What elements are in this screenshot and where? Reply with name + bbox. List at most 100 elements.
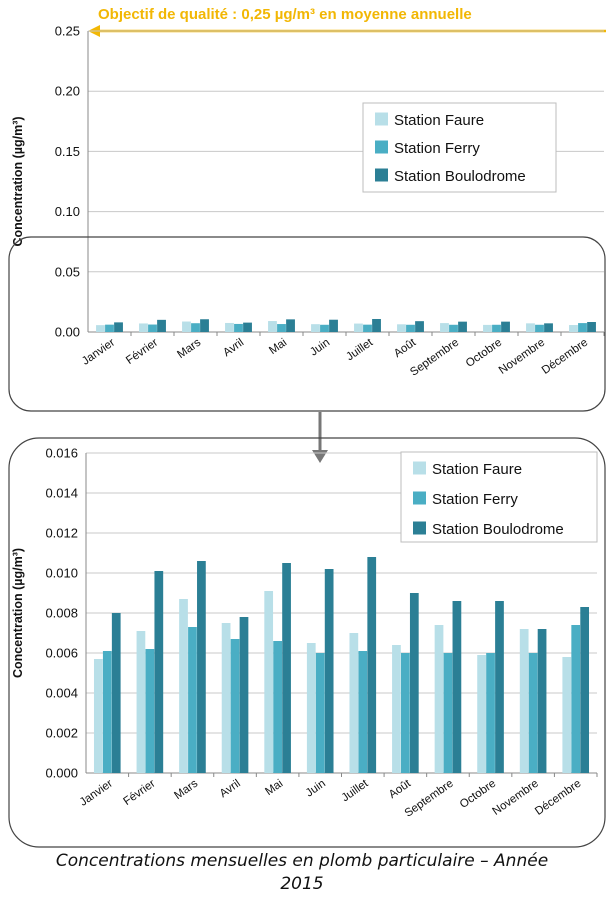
top-y-tick-label: 0.05	[55, 264, 80, 279]
top-bar	[200, 319, 209, 332]
bottom-bar	[239, 617, 249, 773]
bottom-bar	[409, 593, 419, 773]
bottom-bar	[528, 653, 538, 773]
top-bar	[277, 324, 286, 332]
top-bar	[492, 324, 501, 332]
bottom-bar	[179, 599, 188, 773]
top-bar	[148, 324, 157, 332]
top-bar	[157, 319, 166, 332]
top-bar	[225, 322, 234, 332]
top-bar	[268, 321, 277, 332]
bottom-y-tick-label: 0.010	[45, 566, 78, 581]
top-category-label: Août	[392, 336, 419, 360]
bottom-category-label: Novembre	[490, 778, 540, 818]
top-category-label: Septembre	[408, 337, 461, 379]
bottom-bar	[367, 557, 377, 773]
zoom-frame-bottom	[8, 437, 606, 848]
top-bar	[397, 324, 406, 332]
bottom-bar	[111, 613, 121, 773]
bottom-bar	[230, 639, 240, 773]
top-bar	[535, 324, 544, 332]
chart-top-panel: 0.00 0.05 0.10 0.15 0.20 0.25 Concentration (µ…	[11, 24, 605, 379]
top-bar	[311, 324, 320, 332]
bottom-bar	[221, 623, 231, 773]
bottom-y-tick-label: 0.004	[45, 686, 78, 701]
top-y-tick-label: 0.25	[55, 24, 80, 39]
top-bar	[372, 318, 381, 332]
bottom-bar	[315, 653, 325, 773]
zoom-connector-arrowhead	[312, 450, 328, 463]
top-bar	[363, 324, 372, 332]
bottom-y-tick-label: 0.002	[45, 726, 78, 741]
top-category-label: Juin	[308, 337, 332, 359]
top-legend-label: Station Boulodrome	[394, 168, 526, 185]
top-category-label: Décembre	[540, 337, 590, 377]
top-y-tick-label: 0.15	[55, 144, 80, 159]
top-bar	[191, 323, 200, 332]
top-bar	[234, 323, 243, 332]
bottom-bar	[154, 571, 164, 773]
top-y-tick-label: 0.10	[55, 204, 80, 219]
bottom-category-label: Mai	[263, 778, 285, 798]
top-bar	[483, 324, 492, 332]
bottom-legend-swatch	[413, 461, 426, 475]
bottom-bar	[324, 569, 334, 773]
bottom-bar	[358, 651, 368, 773]
bottom-legend-label: Station Ferry	[432, 491, 518, 508]
top-bar	[320, 324, 329, 332]
bottom-category-label: Septembre	[403, 778, 456, 820]
top-bar	[114, 322, 123, 332]
top-bar	[406, 324, 415, 332]
bottom-legend-label: Station Boulodrome	[432, 521, 564, 538]
bottom-bar	[580, 607, 590, 773]
top-bar	[329, 319, 338, 332]
top-bar	[182, 321, 191, 332]
bottom-bar	[145, 649, 155, 773]
bottom-category-label: Juin	[304, 778, 328, 800]
top-bar	[243, 322, 252, 332]
bottom-category-label: Mars	[172, 777, 200, 802]
top-bar	[569, 325, 578, 332]
quality-objective-annotation: Objectif de qualité : 0,25 µg/m³ en moye…	[98, 6, 472, 23]
bottom-legend-swatch	[413, 491, 426, 505]
top-bar	[415, 321, 424, 332]
top-bar	[96, 325, 105, 332]
bottom-y-tick-label: 0.014	[45, 486, 78, 501]
top-y-tick-label: 0.20	[55, 84, 80, 99]
bottom-legend-swatch	[413, 521, 426, 535]
top-bar	[544, 323, 553, 332]
bottom-legend-label: Station Faure	[432, 461, 522, 478]
top-bar	[286, 319, 295, 332]
bottom-y-tick-label: 0.012	[45, 526, 78, 541]
top-bar	[458, 321, 467, 332]
bottom-category-label: Février	[121, 778, 157, 808]
zoom-frame-top	[8, 236, 606, 412]
bottom-bar	[102, 651, 112, 773]
top-category-label: Octobre	[464, 337, 504, 370]
top-bar	[501, 321, 510, 332]
figure-caption-line-1: Concentrations mensuelles en plomb parti…	[56, 851, 548, 871]
top-category-label: Avril	[221, 337, 246, 360]
bottom-bar	[306, 643, 316, 773]
top-y-axis-label: Concentration (µg/m³)	[11, 116, 25, 246]
top-category-label: Mai	[267, 337, 289, 357]
bottom-bar	[392, 645, 401, 773]
bottom-bar	[136, 631, 146, 773]
top-legend-label: Station Ferry	[394, 140, 480, 157]
bottom-bar	[401, 653, 410, 773]
top-legend-swatch	[375, 112, 388, 126]
figure-caption-line-2: 2015	[280, 874, 323, 894]
top-category-label: Février	[124, 337, 160, 367]
bottom-bar	[349, 633, 359, 773]
bottom-bar	[537, 629, 547, 773]
bottom-category-label: Décembre	[533, 778, 583, 818]
bottom-bar	[519, 629, 529, 773]
bottom-bar	[197, 561, 206, 773]
bottom-bar	[486, 653, 495, 773]
top-bar	[354, 323, 363, 332]
top-bar	[440, 323, 449, 332]
bottom-bar	[434, 625, 444, 773]
bottom-category-label: Janvier	[78, 778, 115, 809]
bottom-legend-box	[400, 451, 598, 543]
bottom-y-tick-label: 0.016	[45, 446, 78, 461]
